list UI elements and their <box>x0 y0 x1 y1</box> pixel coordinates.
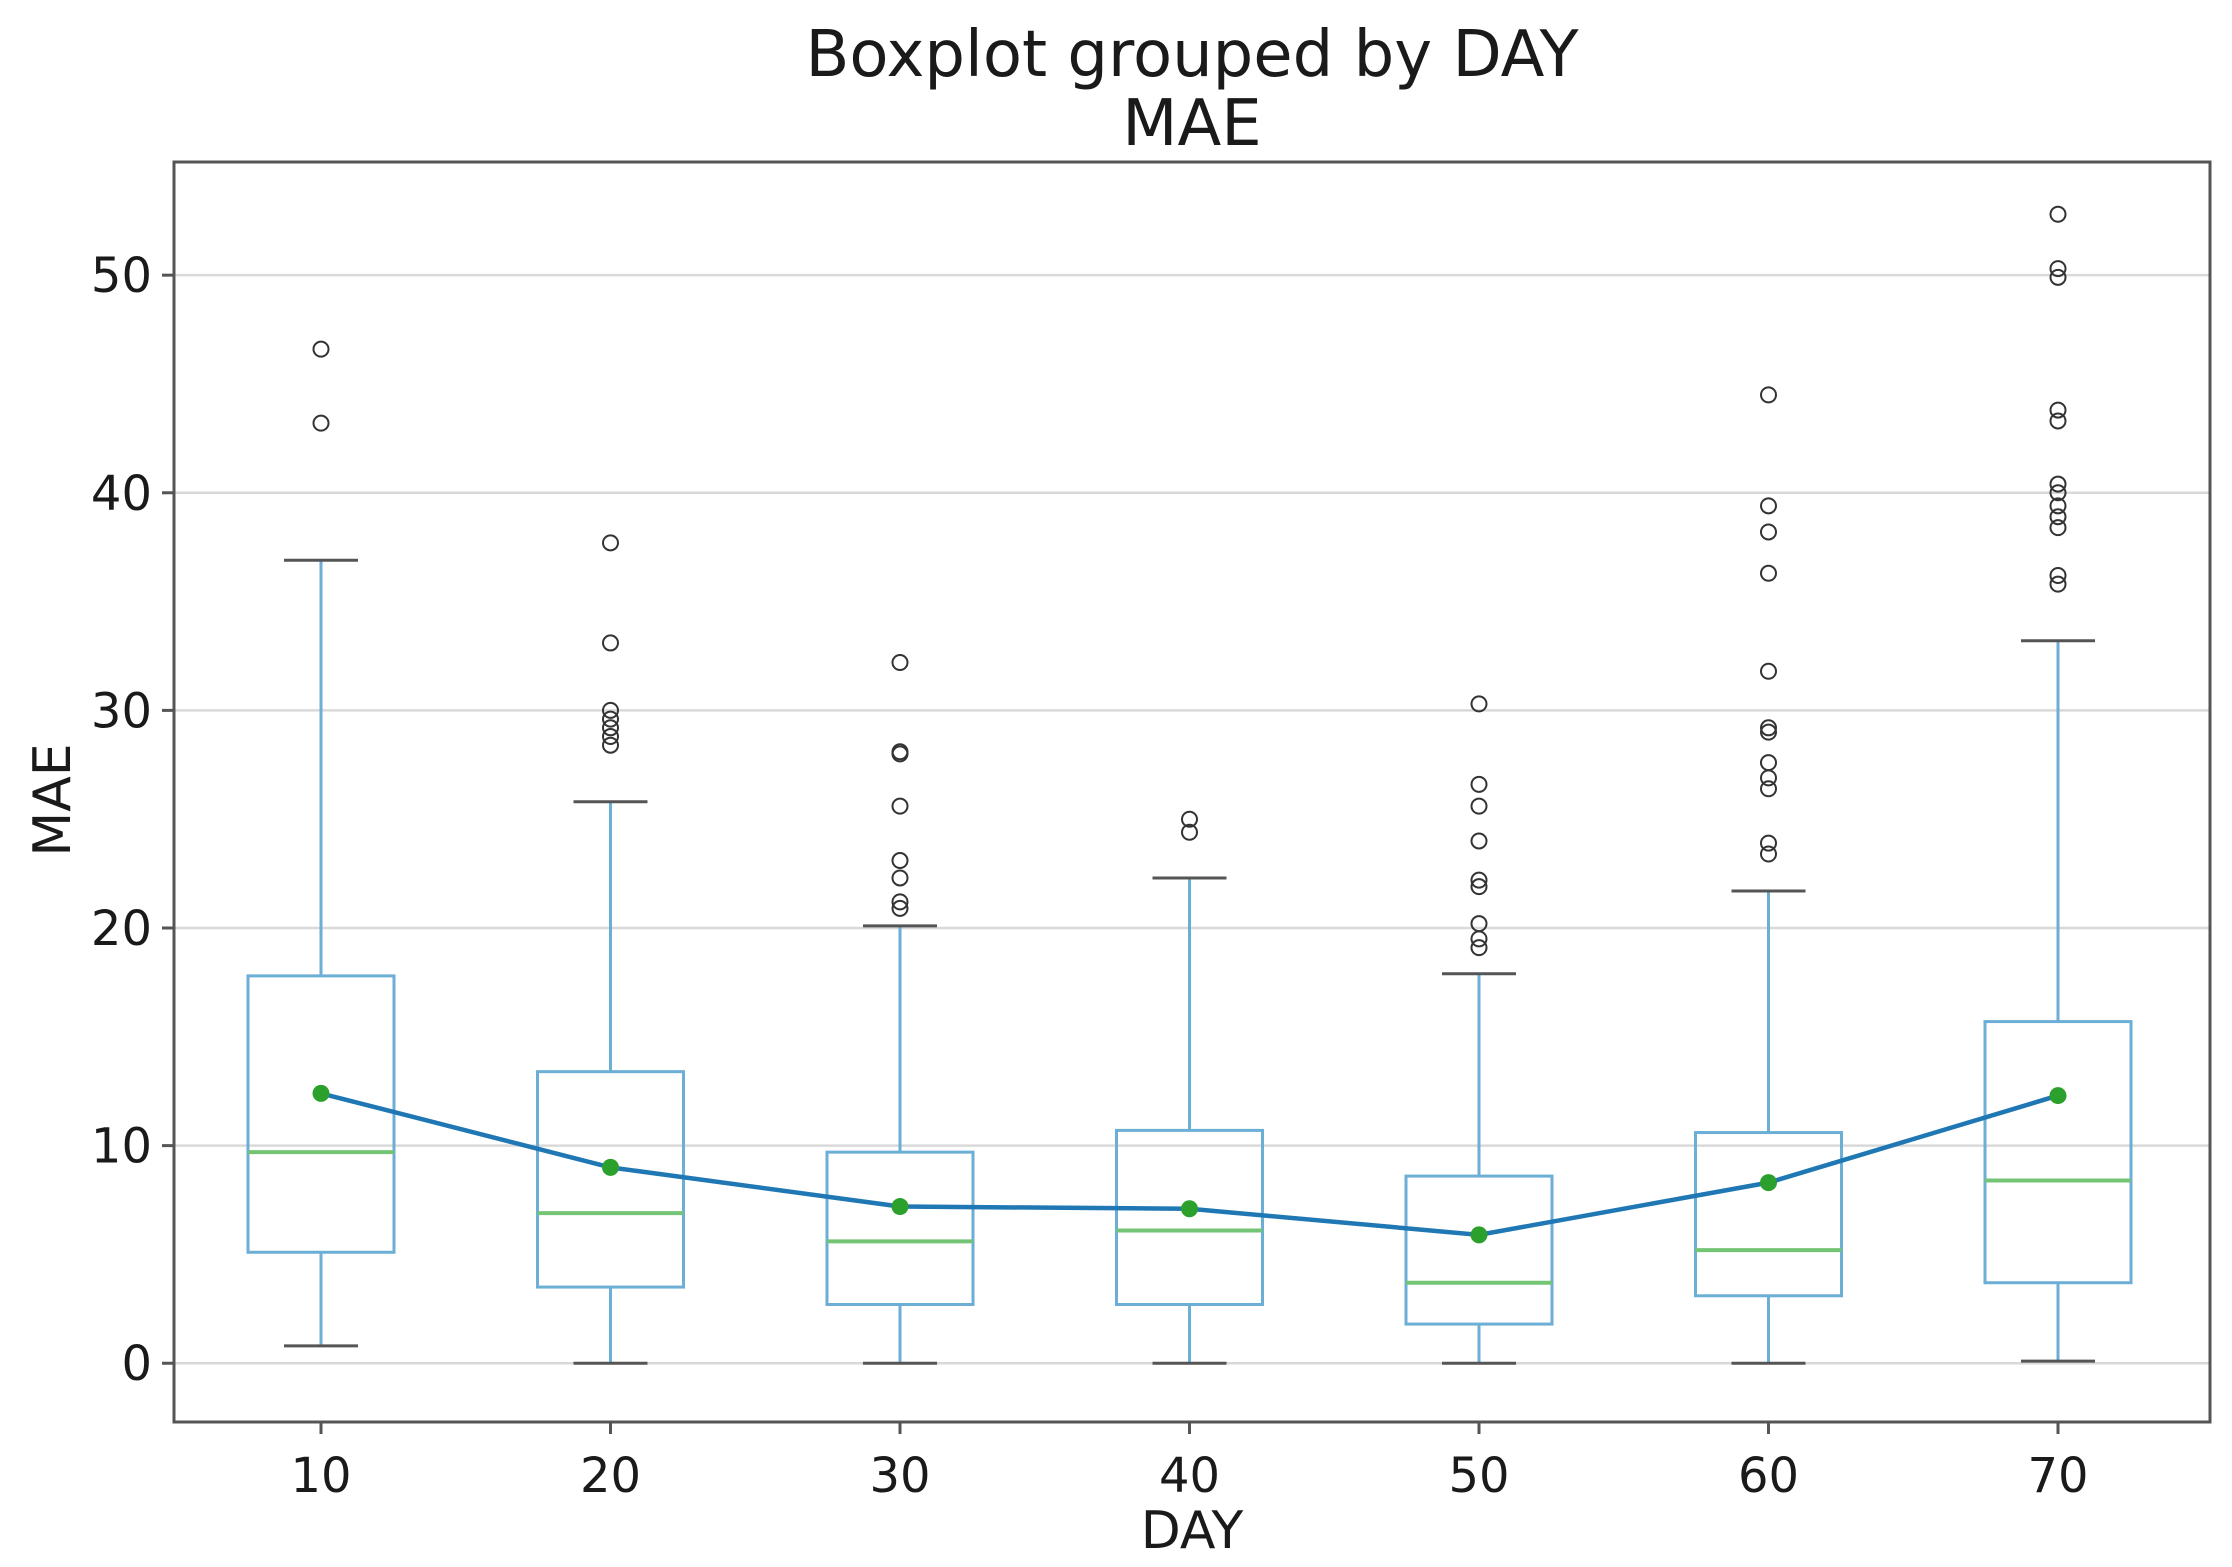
mean-marker-60 <box>1760 1174 1777 1192</box>
mean-marker-10 <box>312 1084 330 1102</box>
outlier-point-60 <box>1760 780 1777 798</box>
x-tick-label-50: 50 <box>1448 1448 1509 1504</box>
outlier-point-40 <box>1181 810 1198 828</box>
plot-frame <box>172 160 2212 1424</box>
x-tick-label-70: 70 <box>2027 1448 2088 1504</box>
box-group-50 <box>1404 972 1554 1365</box>
box-group-60 <box>1694 889 1843 1365</box>
mean-marker-20 <box>602 1158 619 1176</box>
outlier-point-70 <box>2049 412 2067 430</box>
outlier-point-70 <box>2049 260 2067 278</box>
outlier-point-60 <box>1760 754 1777 772</box>
outlier-point-10 <box>312 340 330 358</box>
box-group-70 <box>1983 639 2133 1363</box>
outlier-point-70 <box>2049 475 2067 493</box>
outlier-point-60 <box>1760 523 1777 541</box>
outlier-point-20 <box>602 719 619 737</box>
y-tick-label-30: 30 <box>91 683 152 739</box>
iqr-box <box>536 1070 685 1289</box>
outlier-point-40 <box>1181 823 1198 841</box>
x-tick-label-20: 20 <box>580 1448 641 1504</box>
y-axis-label: MAE <box>23 743 83 856</box>
box-group-20 <box>536 800 685 1365</box>
outlier-point-60 <box>1760 662 1777 680</box>
outlier-point-70 <box>2049 497 2067 515</box>
outlier-point-50 <box>1470 915 1488 933</box>
outlier-point-50 <box>1470 832 1488 850</box>
outlier-point-60 <box>1760 845 1777 863</box>
outlier-layer <box>312 205 2067 957</box>
x-tick-label-10: 10 <box>290 1448 351 1504</box>
outlier-point-20 <box>602 728 619 746</box>
outlier-point-50 <box>1470 930 1488 948</box>
axis-layer: 0 10 20 30 40 50 10 20 30 40 50 60 70 <box>91 248 2089 1504</box>
x-tick-label-30: 30 <box>869 1448 930 1504</box>
chart-title: Boxplot grouped by DAY <box>805 18 1579 92</box>
outlier-point-60 <box>1760 497 1777 515</box>
y-tick-label-10: 10 <box>91 1119 152 1175</box>
outlier-point-10 <box>312 414 330 432</box>
outlier-point-60 <box>1760 386 1777 404</box>
outlier-point-30 <box>891 893 909 911</box>
x-tick-label-40: 40 <box>1159 1448 1220 1504</box>
y-tick-label-50: 50 <box>91 248 152 304</box>
outlier-point-70 <box>2049 508 2067 526</box>
outlier-point-20 <box>602 710 619 728</box>
outlier-point-60 <box>1760 723 1777 741</box>
mean-marker-30 <box>891 1198 909 1216</box>
iqr-box <box>1694 1131 1843 1298</box>
outlier-point-70 <box>2049 575 2067 593</box>
outlier-point-30 <box>891 869 909 887</box>
outlier-point-70 <box>2049 268 2067 286</box>
box-group-40 <box>1115 876 1264 1365</box>
outlier-point-60 <box>1760 564 1777 582</box>
mean-marker-70 <box>2049 1087 2067 1105</box>
outlier-point-50 <box>1470 939 1488 957</box>
chart-subtitle: MAE <box>1122 87 1261 161</box>
outlier-point-20 <box>602 634 619 652</box>
iqr-box <box>1983 1020 2133 1285</box>
outlier-point-30 <box>891 743 909 761</box>
y-tick-label-40: 40 <box>91 466 152 522</box>
iqr-box <box>1115 1128 1264 1306</box>
outlier-point-60 <box>1760 834 1777 852</box>
outlier-point-60 <box>1760 769 1777 787</box>
outlier-point-70 <box>2049 484 2067 502</box>
outlier-point-70 <box>2049 519 2067 537</box>
grid-layer <box>174 273 2210 1365</box>
y-tick-label-20: 20 <box>91 901 152 957</box>
outlier-point-50 <box>1470 878 1488 896</box>
outlier-point-50 <box>1470 871 1488 889</box>
outlier-point-30 <box>891 852 909 870</box>
outlier-point-20 <box>602 736 619 754</box>
y-tick-label-0: 0 <box>121 1336 152 1392</box>
outlier-point-50 <box>1470 695 1488 713</box>
box-group-30 <box>825 924 975 1365</box>
outlier-point-60 <box>1760 719 1777 737</box>
x-tick-label-60: 60 <box>1738 1448 1799 1504</box>
outlier-point-20 <box>602 701 619 719</box>
mean-line-layer <box>312 1084 2067 1244</box>
outlier-point-50 <box>1470 797 1488 815</box>
iqr-box <box>825 1150 975 1306</box>
mean-marker-50 <box>1470 1226 1488 1244</box>
iqr-box <box>1404 1174 1554 1326</box>
iqr-box <box>246 974 396 1254</box>
box-layer <box>246 558 2133 1365</box>
x-axis-label: DAY <box>1141 1501 1244 1561</box>
outlier-point-30 <box>891 654 909 672</box>
outlier-point-30 <box>891 899 909 917</box>
box-group-10 <box>246 558 396 1348</box>
outlier-point-30 <box>891 797 909 815</box>
outlier-point-70 <box>2049 566 2067 584</box>
outlier-point-50 <box>1470 775 1488 793</box>
outlier-point-70 <box>2049 401 2067 419</box>
outlier-point-20 <box>602 534 619 552</box>
mean-marker-40 <box>1181 1200 1198 1218</box>
outlier-point-70 <box>2049 205 2067 223</box>
